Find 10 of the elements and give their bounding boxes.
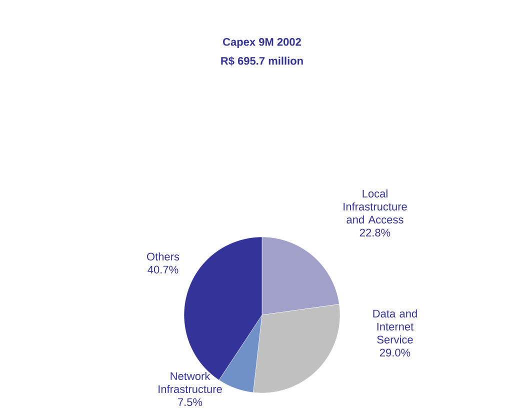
data-label: 40.7% bbox=[148, 266, 178, 274]
slice-label: Network Infrastructure bbox=[158, 372, 222, 394]
data-label: 7.5% bbox=[178, 398, 202, 406]
data-label: 22.8% bbox=[360, 228, 390, 237]
slice-label: Others bbox=[147, 252, 180, 261]
data-label: 29.0% bbox=[380, 348, 410, 357]
chart-subtitle: R$ 695.7 million bbox=[221, 56, 303, 66]
chart-title: Capex 9M 2002 bbox=[223, 38, 301, 48]
slice-label: Data and Internet Service bbox=[373, 309, 417, 344]
slice-label: Local Infrastructure and Access bbox=[344, 189, 407, 224]
